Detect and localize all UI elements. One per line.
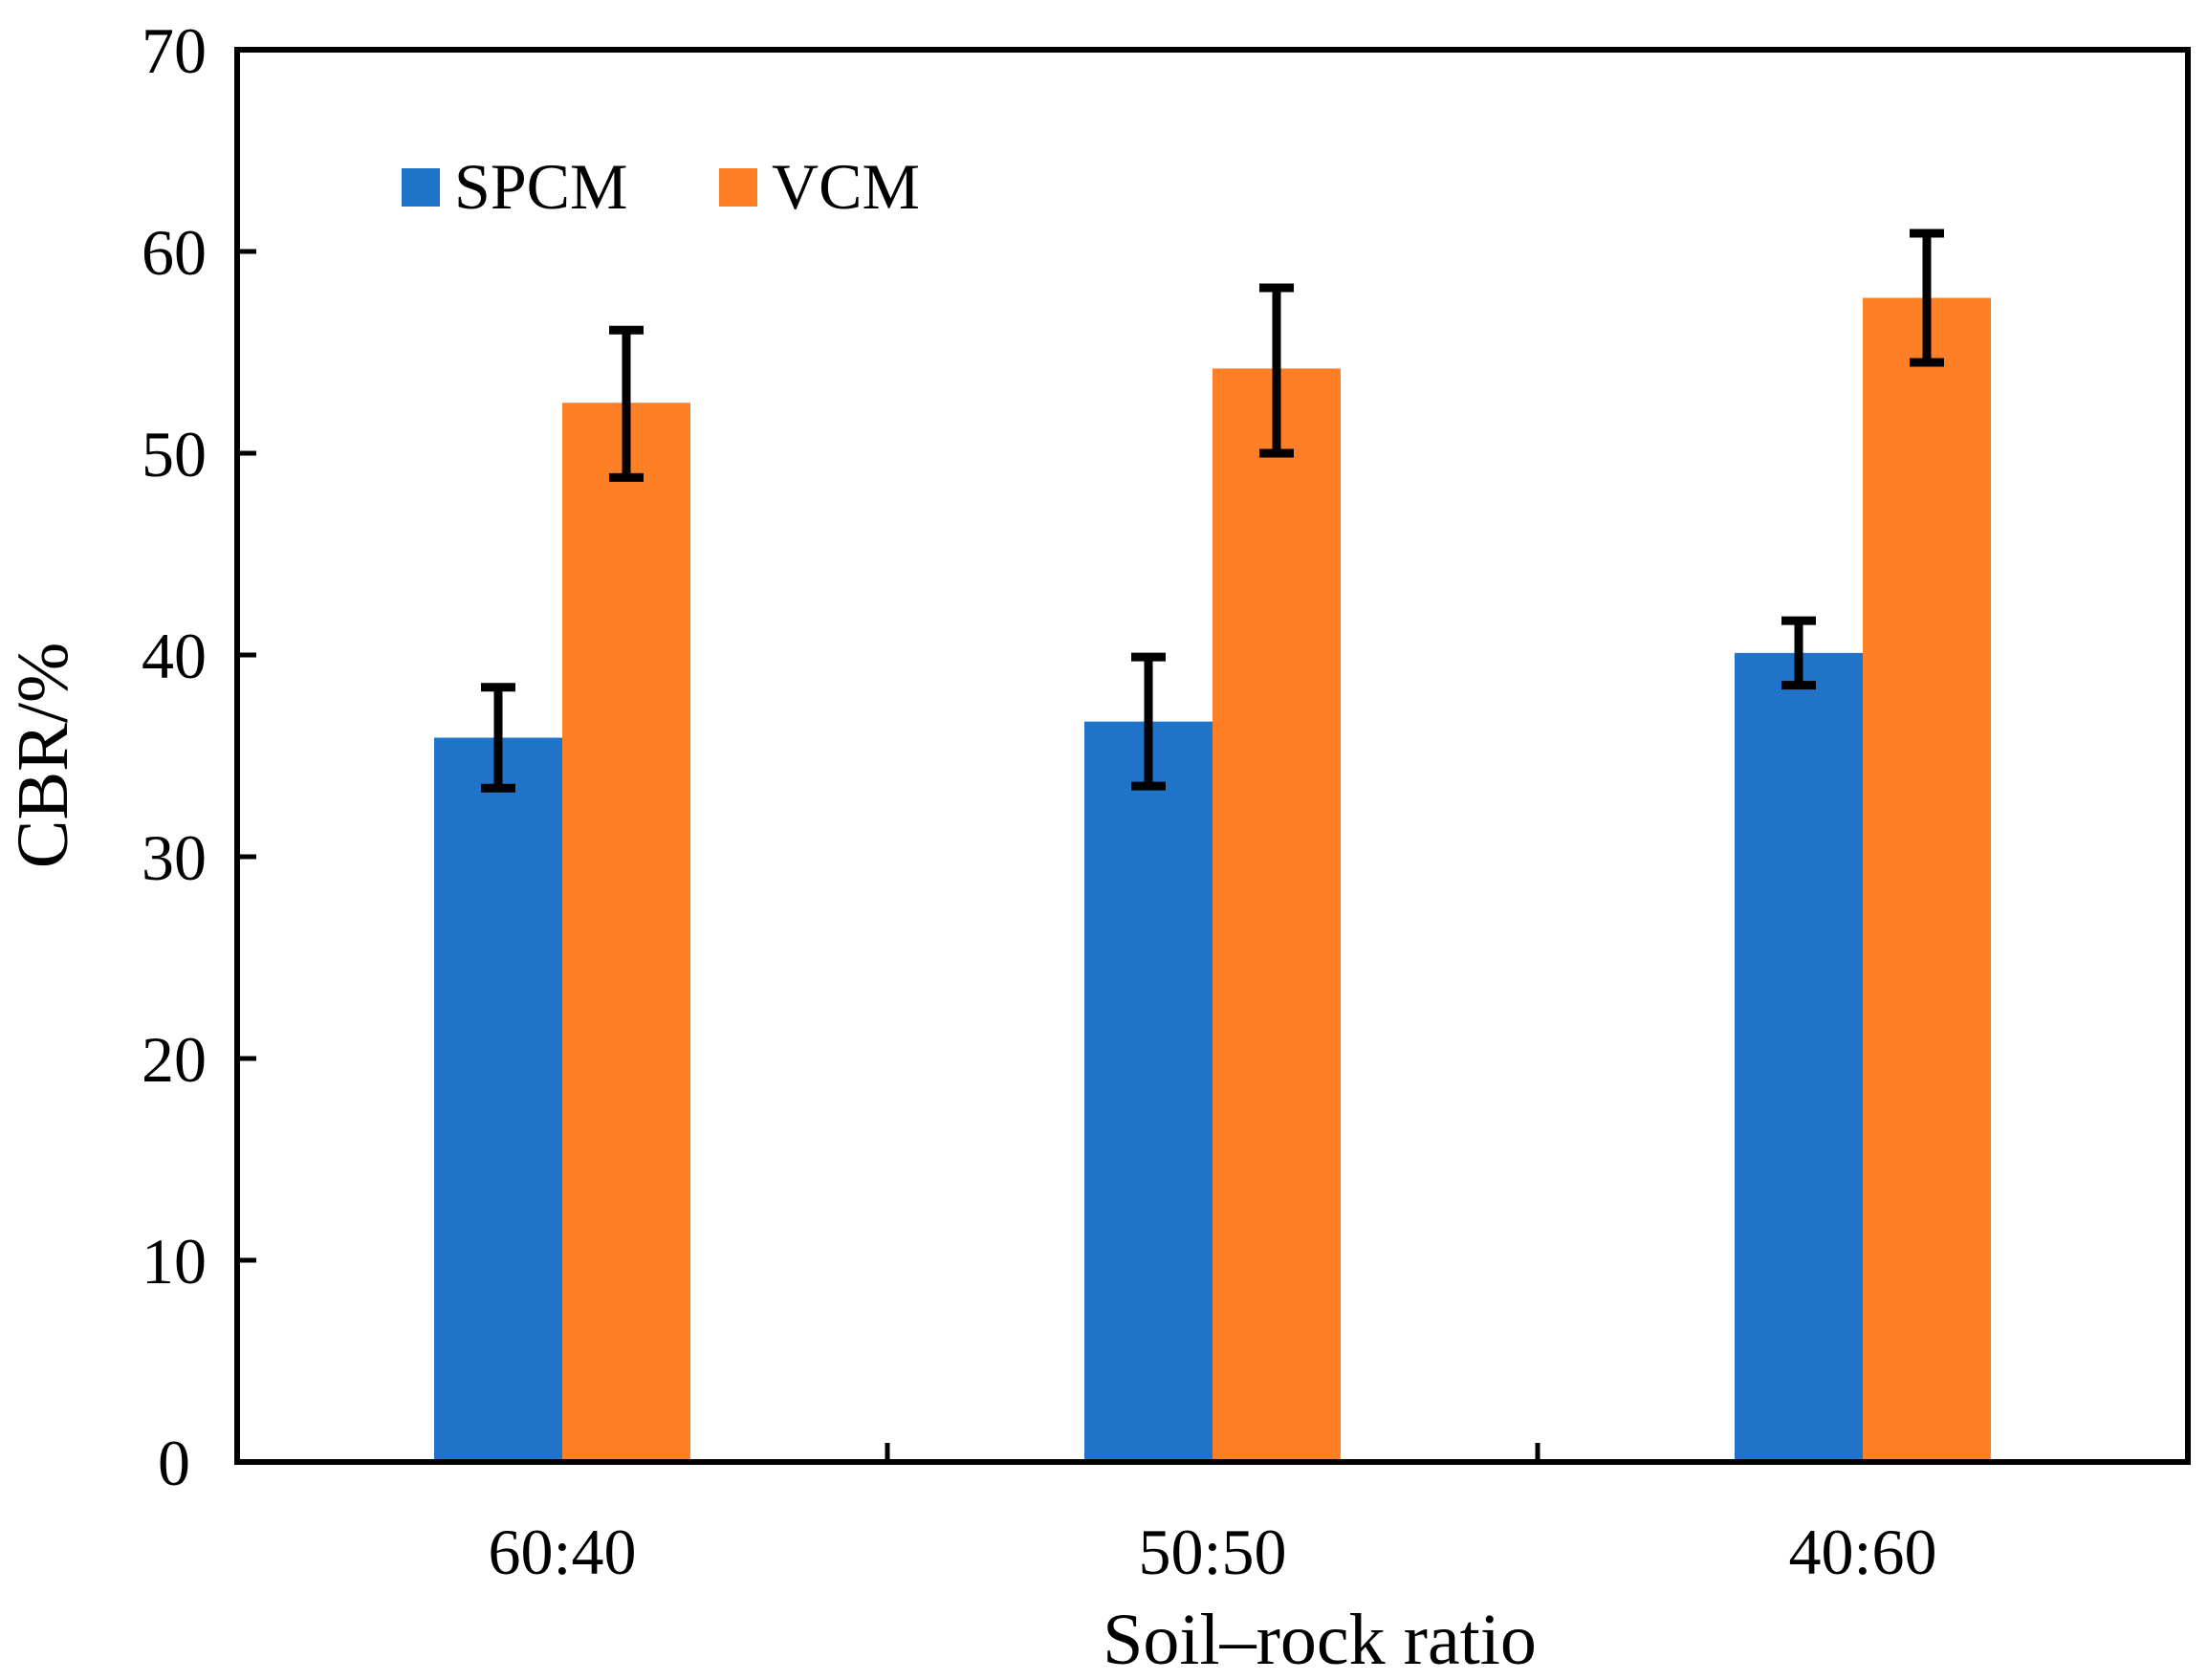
error-bar-vcm xyxy=(609,325,644,482)
x-tick-label: 60:40 xyxy=(489,1516,637,1588)
bar-spcm xyxy=(434,737,562,1462)
bar-vcm xyxy=(562,403,690,1462)
error-bar-vcm xyxy=(1910,229,1944,367)
y-tick-label: 60 xyxy=(142,216,207,289)
bar-vcm xyxy=(1213,368,1341,1462)
legend-label-vcm: VCM xyxy=(772,150,920,223)
y-tick-label: 0 xyxy=(158,1427,190,1499)
legend-label-spcm: SPCM xyxy=(454,150,627,223)
legend-swatch-spcm xyxy=(402,168,440,207)
bar-spcm xyxy=(1084,721,1213,1462)
x-axis-ticks: 60:40 50:50 40:60 xyxy=(489,1443,1937,1588)
x-tick-label: 50:50 xyxy=(1139,1516,1287,1588)
y-tick-label: 40 xyxy=(142,620,207,692)
plot-frame xyxy=(234,47,2191,1465)
error-bar-spcm xyxy=(481,683,515,793)
bar-spcm xyxy=(1735,652,1863,1462)
y-tick-label: 70 xyxy=(142,14,207,87)
legend-swatch-vcm xyxy=(719,168,757,207)
error-bars xyxy=(481,229,1944,793)
y-tick-label: 20 xyxy=(142,1023,207,1096)
error-bar-vcm xyxy=(1259,283,1294,458)
bars xyxy=(434,297,1991,1462)
y-axis-title: CBR/% xyxy=(3,643,83,869)
y-tick-label: 50 xyxy=(142,418,207,491)
bar-vcm xyxy=(1863,297,1991,1462)
x-tick-label: 40:60 xyxy=(1789,1516,1937,1588)
y-tick-label: 10 xyxy=(142,1225,207,1298)
y-tick-label: 30 xyxy=(142,821,207,894)
legend: SPCM VCM xyxy=(402,150,920,223)
y-axis-ticks: 0 10 20 30 40 50 60 70 xyxy=(142,14,256,1499)
error-bar-spcm xyxy=(1781,616,1816,690)
x-axis-title: Soil–rock ratio xyxy=(1103,1600,1537,1680)
error-bar-spcm xyxy=(1131,652,1166,791)
